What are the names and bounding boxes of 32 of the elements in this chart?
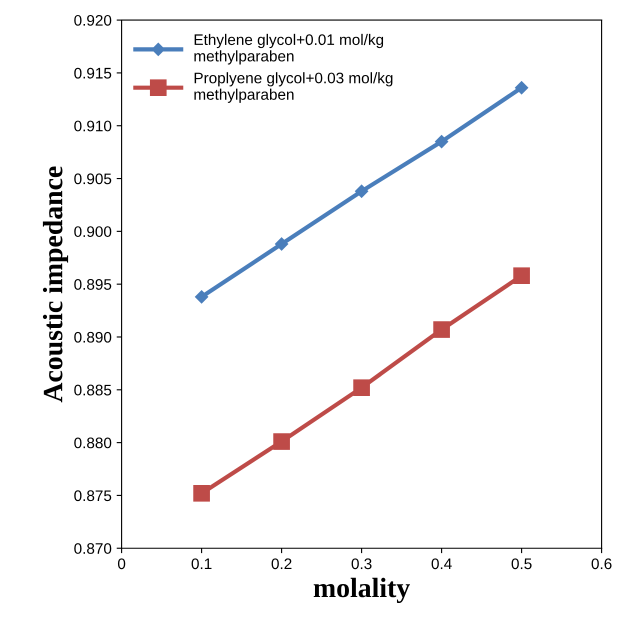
x-axis-title: molality — [314, 578, 410, 604]
point — [355, 184, 368, 198]
y-tick-label: 0.900 — [74, 226, 112, 238]
point — [513, 267, 530, 284]
y-tick-label: 0.875 — [74, 490, 112, 502]
x-tick-label: 0.5 — [512, 558, 532, 570]
y-tick-label: 0.870 — [74, 543, 112, 554]
point — [275, 237, 288, 251]
y-tick-label: 0.880 — [74, 437, 112, 448]
x-tick-label: 0.4 — [432, 558, 452, 570]
y-tick-label: 0.885 — [74, 384, 112, 396]
legend-label: Proplyene glycol+0.03 mol/kg methylparaben — [194, 72, 392, 103]
x-tick-label: 0.2 — [272, 558, 292, 570]
point — [433, 321, 450, 338]
point — [515, 81, 528, 94]
y-tick-label: 0.895 — [74, 279, 112, 290]
y-tick-label: 0.915 — [74, 68, 112, 79]
point — [195, 290, 208, 304]
y-tick-label: 0.910 — [74, 120, 112, 132]
x-tick-label: 0.1 — [192, 558, 212, 570]
x-tick-label: 0 — [118, 558, 126, 570]
y-tick-label: 0.920 — [74, 14, 112, 26]
x-tick-label: 0.6 — [592, 558, 612, 570]
legend-label: Ethylene glycol+0.01 mol/kg methylparaben — [194, 34, 384, 65]
x-tick-label: 0.3 — [352, 558, 372, 570]
y-tick-label: 0.905 — [74, 173, 112, 184]
y-axis-title: Acoustic impedance — [42, 166, 68, 402]
y-tick-label: 0.890 — [74, 332, 112, 343]
point — [435, 134, 448, 148]
point — [353, 379, 370, 396]
point — [273, 433, 290, 450]
point — [193, 484, 210, 502]
